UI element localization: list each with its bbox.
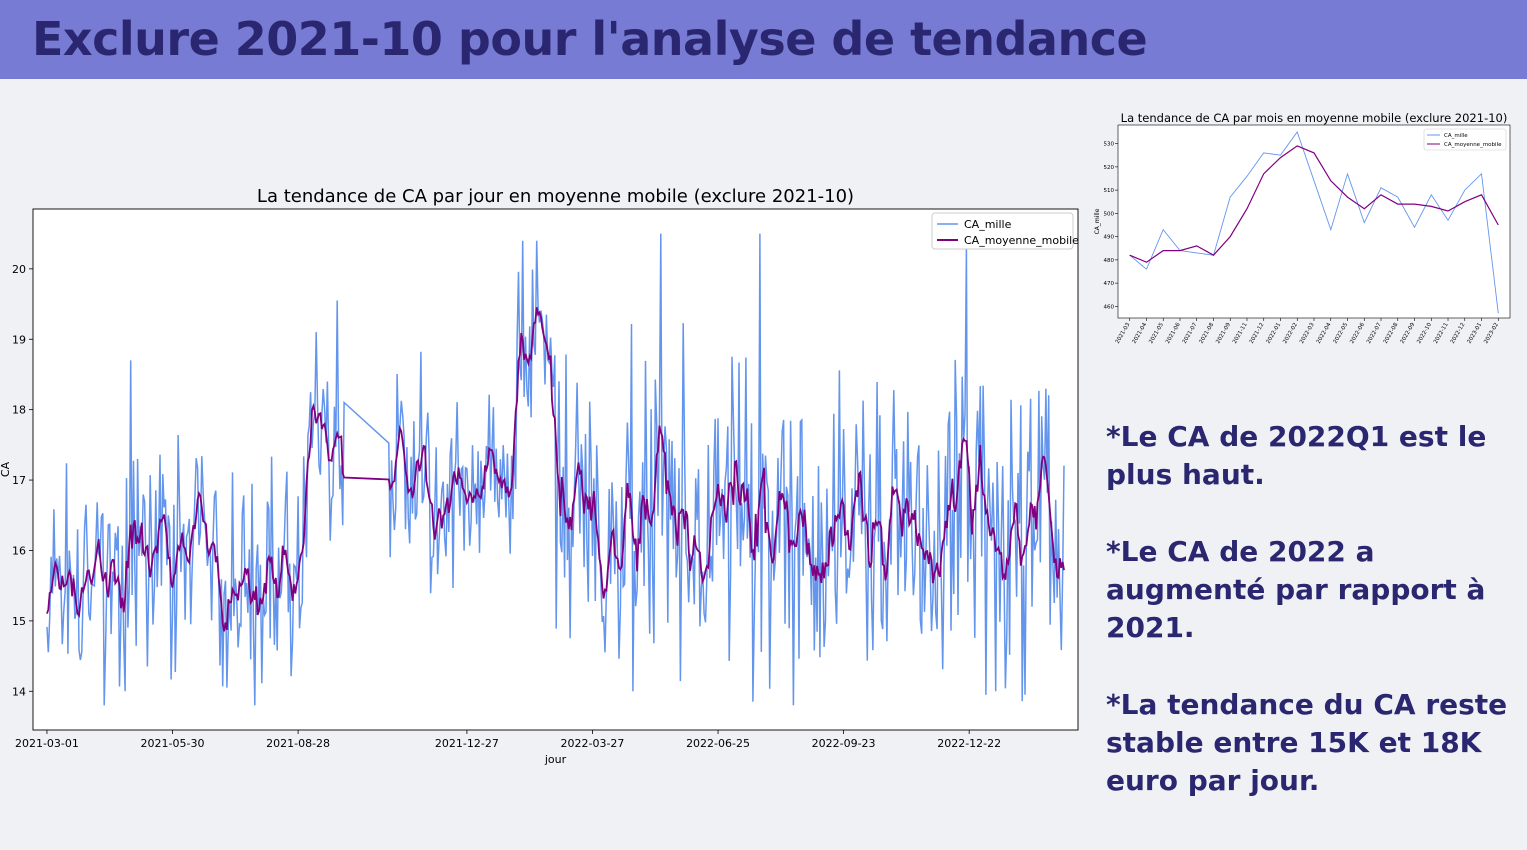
x-tick-label: 2021-12 [1249, 322, 1266, 345]
monthly-chart: La tendance de CA par mois en moyenne mo… [1094, 111, 1511, 345]
y-tick-label: 14 [12, 685, 26, 698]
x-axis-label: jour [544, 753, 567, 766]
notes-panel: *Le CA de 2022Q1 est le plus haut. *Le C… [1106, 418, 1521, 839]
note-2022-increase: *Le CA de 2022 a augmenté par rapport à … [1106, 535, 1486, 644]
y-tick-label: 19 [12, 333, 26, 346]
x-tick-label: 2022-12 [1450, 322, 1467, 345]
y-tick-label: 470 [1104, 281, 1115, 287]
y-tick-label: 500 [1104, 211, 1115, 217]
x-tick-label: 2023-02 [1483, 322, 1500, 345]
x-tick-label: 2022-10 [1416, 322, 1433, 345]
x-tick-label: 2022-06 [1349, 322, 1366, 345]
x-tick-label: 2022-11 [1433, 322, 1450, 345]
y-axis-label: CA_mille [1094, 208, 1101, 234]
legend-box [931, 212, 1074, 250]
x-tick-label: 2022-03-27 [561, 737, 625, 750]
x-tick-label: 2022-06-25 [686, 737, 750, 750]
y-tick-label: 530 [1104, 142, 1115, 148]
y-tick-label: 16 [12, 544, 26, 557]
y-tick-label: 17 [12, 474, 26, 487]
x-tick-label: 2021-12-27 [435, 737, 499, 750]
x-tick-label: 2022-09 [1400, 322, 1417, 345]
y-tick-label: 18 [12, 404, 26, 417]
legend-label-ca-moyenne-mobile: CA_moyenne_mobile [1444, 142, 1502, 148]
y-tick-label: 520 [1104, 165, 1115, 171]
legend-box [1423, 128, 1507, 151]
x-tick-label: 2021-09 [1215, 322, 1232, 345]
legend-label-ca-mille: CA_mille [964, 218, 1012, 231]
note-stable-trend: *La tendance du CA reste stable entre 15… [1106, 688, 1508, 797]
x-tick-label: 2021-05-30 [141, 737, 205, 750]
x-tick-label: 2021-06 [1165, 322, 1182, 345]
x-tick-label: 2022-09-23 [812, 737, 876, 750]
legend-label-ca-mille: CA_mille [1444, 133, 1468, 139]
x-tick-label: 2022-07 [1366, 322, 1383, 345]
x-tick-label: 2022-03 [1299, 322, 1316, 345]
x-tick-label: 2021-08-28 [266, 737, 330, 750]
note-q1-highest: *Le CA de 2022Q1 est le plus haut. [1106, 420, 1487, 491]
chart-title: La tendance de CA par jour en moyenne mo… [257, 186, 854, 207]
y-axis-label: CA [0, 461, 12, 477]
x-tick-label: 2021-05 [1148, 322, 1165, 345]
x-tick-label: 2021-07 [1182, 322, 1199, 345]
series-line-ca-mille [1129, 131, 1499, 314]
plot-area [1117, 124, 1511, 319]
x-tick-label: 2022-08 [1383, 322, 1400, 345]
x-tick-label: 2021-04 [1132, 322, 1149, 345]
slide-title: Exclure 2021-10 pour l'analyse de tendan… [32, 12, 1148, 66]
x-tick-label: 2021-03-01 [15, 737, 79, 750]
x-tick-label: 2023-01 [1467, 322, 1484, 345]
y-tick-label: 460 [1104, 304, 1115, 310]
y-tick-label: 510 [1104, 188, 1115, 194]
x-tick-label: 2021-08 [1199, 322, 1216, 345]
y-tick-label: 480 [1104, 258, 1115, 264]
chart-title: La tendance de CA par mois en moyenne mo… [1121, 111, 1508, 125]
series-line-ca-moyenne-mobile [46, 307, 1065, 632]
y-tick-label: 490 [1104, 235, 1115, 241]
x-tick-label: 2021-11 [1232, 322, 1249, 345]
x-tick-label: 2022-01 [1266, 322, 1283, 345]
x-tick-label: 2022-04 [1316, 322, 1333, 345]
y-tick-label: 15 [12, 615, 26, 628]
daily-chart: La tendance de CA par jour en moyenne mo… [0, 186, 1079, 766]
x-tick-label: 2022-02 [1282, 322, 1299, 345]
y-tick-label: 20 [12, 263, 26, 276]
series-line-ca-moyenne-mobile [1129, 145, 1499, 263]
title-banner [0, 0, 1527, 79]
x-tick-label: 2021-03 [1115, 322, 1132, 345]
x-tick-label: 2022-05 [1333, 322, 1350, 345]
legend-label-ca-moyenne-mobile: CA_moyenne_mobile [964, 234, 1079, 247]
x-tick-label: 2022-12-22 [937, 737, 1001, 750]
